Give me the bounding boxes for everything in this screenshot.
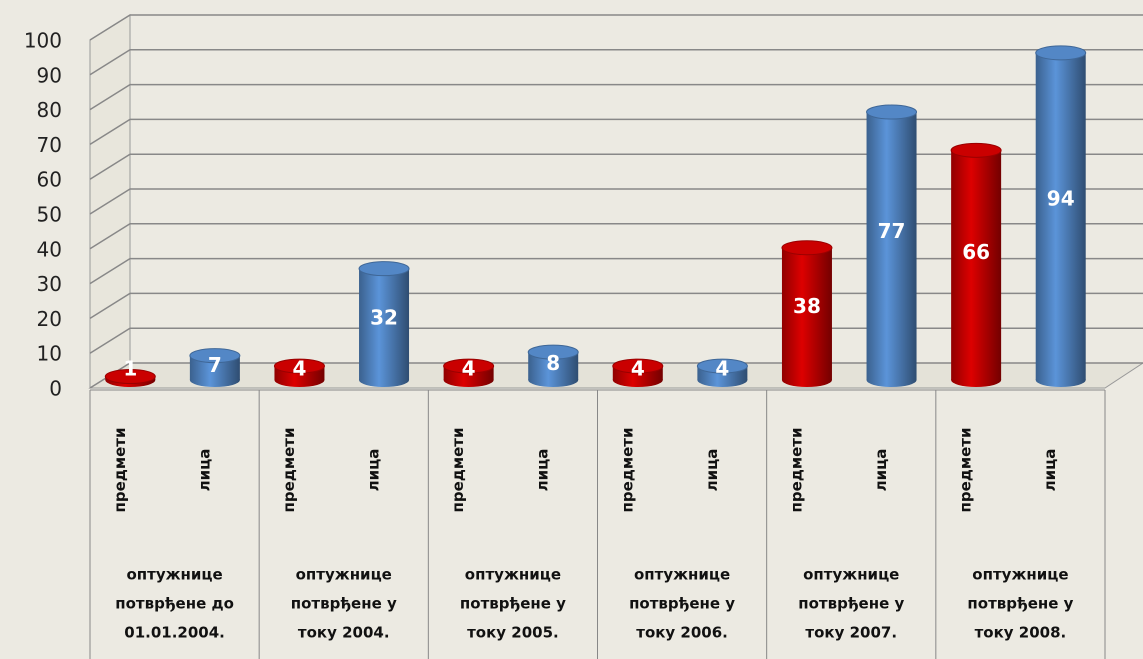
category-label: потврђене у — [629, 595, 735, 613]
category-label: потврђене до — [115, 595, 234, 613]
series-label: предмети — [111, 427, 129, 512]
data-label: 4 — [462, 357, 476, 381]
data-label: 66 — [962, 240, 990, 264]
series-label: лица — [365, 449, 383, 492]
category-label: току 2006. — [636, 624, 728, 642]
bar — [443, 358, 495, 387]
series-label: предмети — [449, 427, 467, 512]
series-label: предмети — [787, 427, 805, 512]
bar — [527, 344, 579, 387]
grid-line — [89, 14, 1143, 41]
bar — [104, 369, 156, 387]
grid-line — [89, 188, 1143, 215]
data-label: 38 — [793, 294, 821, 318]
category-label: току 2008. — [975, 624, 1067, 642]
bar — [950, 142, 1002, 387]
bar — [1035, 45, 1087, 387]
series-label: предмети — [618, 427, 636, 512]
grid-line — [89, 153, 1143, 180]
category-label: потврђене у — [460, 595, 566, 613]
y-tick-label: 60 — [37, 168, 62, 192]
series-label: лица — [1041, 449, 1059, 492]
series-label: предмети — [957, 427, 975, 512]
data-label: 4 — [631, 357, 645, 381]
bar — [781, 240, 833, 387]
series-label: предмети — [280, 427, 298, 512]
grid-line — [89, 83, 1143, 111]
series-label: лица — [703, 449, 721, 492]
grid-line — [89, 223, 1143, 250]
category-label: оптужнице — [465, 566, 561, 584]
data-label: 4 — [715, 357, 729, 381]
category-label: оптужнице — [634, 566, 730, 584]
y-tick-label: 0 — [49, 377, 62, 401]
grid-line — [89, 118, 1143, 146]
series-label: лица — [195, 449, 213, 492]
data-label: 1 — [123, 357, 137, 381]
y-tick-label: 70 — [37, 133, 62, 157]
bar — [696, 358, 748, 387]
bar — [612, 358, 664, 387]
data-label: 32 — [370, 305, 398, 329]
series-label: лица — [872, 449, 890, 492]
data-label: 8 — [546, 351, 560, 375]
y-tick-label: 80 — [37, 98, 62, 122]
data-label: 94 — [1047, 187, 1075, 211]
category-label: току 2004. — [298, 624, 390, 642]
y-tick-label: 30 — [37, 272, 62, 296]
category-label: оптужнице — [296, 566, 392, 584]
category-label: 01.01.2004. — [124, 624, 225, 642]
category-label: потврђене у — [291, 595, 397, 613]
y-tick-label: 100 — [24, 29, 62, 53]
y-tick-label: 20 — [37, 307, 62, 331]
grid-line — [89, 49, 1143, 76]
data-label: 7 — [208, 353, 222, 377]
data-label: 77 — [878, 219, 906, 243]
data-label: 4 — [292, 357, 306, 381]
y-tick-label: 90 — [37, 63, 62, 87]
bar — [866, 104, 918, 387]
category-label: оптужнице — [126, 566, 222, 584]
category-label: оптужнице — [972, 566, 1068, 584]
y-tick-label: 10 — [37, 342, 62, 366]
category-label: потврђене у — [798, 595, 904, 613]
category-label: потврђене у — [967, 595, 1073, 613]
category-label: току 2005. — [467, 624, 559, 642]
bar — [358, 261, 410, 387]
category-label: оптужнице — [803, 566, 899, 584]
bar — [189, 348, 241, 387]
category-label: току 2007. — [805, 624, 897, 642]
bar — [273, 358, 325, 387]
y-tick-label: 50 — [37, 203, 62, 227]
y-tick-label: 40 — [37, 237, 62, 261]
series-label: лица — [534, 449, 552, 492]
